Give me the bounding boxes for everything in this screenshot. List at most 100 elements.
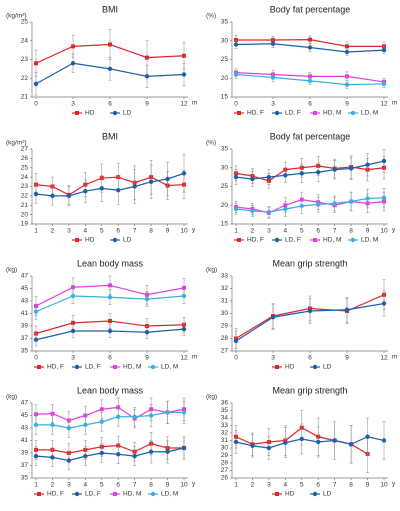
marker: [237, 238, 241, 242]
marker: [250, 443, 255, 448]
y-tick-label: 41: [21, 437, 29, 444]
marker: [237, 111, 241, 115]
marker: [316, 202, 321, 207]
legend-label: LD, M: [361, 110, 378, 117]
marker: [348, 166, 354, 171]
marker: [33, 337, 39, 342]
marker: [34, 61, 38, 66]
chart-title: Lean body mass: [77, 258, 144, 268]
marker: [165, 176, 170, 182]
y-tick-label: 15: [221, 94, 229, 101]
x-tick-label: 6: [308, 355, 312, 362]
chart-title: BMI: [102, 4, 118, 14]
y-axis-label: (kg): [6, 267, 17, 274]
x-axis-label: y: [392, 481, 396, 488]
marker: [99, 450, 104, 456]
y-tick-label: 30: [221, 445, 229, 452]
marker: [250, 208, 255, 214]
marker: [274, 237, 280, 243]
marker: [266, 174, 272, 180]
y-tick-label: 32: [221, 285, 229, 292]
marker: [344, 307, 350, 312]
marker: [344, 49, 350, 55]
marker: [233, 439, 239, 445]
y-tick-label: 33: [221, 422, 229, 429]
y-tick-label: 24: [21, 174, 29, 181]
marker: [345, 74, 349, 79]
marker: [99, 186, 104, 191]
x-axis-label: y: [392, 227, 396, 234]
marker: [70, 61, 76, 66]
legend-label: HD, F: [47, 491, 64, 498]
x-tick-label: 5: [300, 228, 304, 235]
y-tick-label: 26: [221, 475, 229, 482]
marker: [50, 422, 55, 428]
y-tick-label: 26: [21, 155, 29, 162]
marker: [233, 174, 239, 180]
y-tick-label: 39: [21, 450, 29, 457]
marker: [34, 412, 38, 417]
y-tick-label: 36: [221, 400, 229, 407]
legend-label: HD, F: [247, 237, 264, 244]
marker: [365, 196, 370, 201]
marker: [75, 111, 79, 115]
marker: [345, 44, 349, 49]
x-tick-label: 10: [380, 482, 388, 489]
marker: [132, 414, 137, 419]
y-tick-label: 27: [221, 348, 229, 355]
marker: [274, 110, 280, 116]
y-tick-label: 25: [221, 56, 229, 63]
legend-label: HD, F: [247, 110, 264, 117]
x-tick-label: 10: [180, 482, 188, 489]
marker: [99, 407, 104, 412]
marker: [113, 365, 117, 369]
x-tick-label: 3: [267, 482, 271, 489]
x-tick-label: 2: [51, 482, 55, 489]
y-tick-label: 28: [221, 460, 229, 467]
y-tick-label: 29: [221, 323, 229, 330]
marker: [148, 179, 154, 185]
x-tick-label: 2: [51, 228, 55, 235]
y-tick-label: 43: [21, 425, 29, 432]
marker: [348, 442, 354, 447]
marker: [148, 449, 154, 454]
x-tick-label: 4: [284, 482, 288, 489]
x-tick-label: 3: [71, 101, 75, 108]
y-tick-label: 15: [221, 221, 229, 228]
x-tick-label: 6: [116, 482, 120, 489]
y-axis-label: (kg/m²): [6, 140, 27, 147]
series-line: [35, 447, 185, 462]
legend-label: LD, F: [285, 110, 301, 117]
marker: [350, 110, 356, 116]
x-tick-label: 9: [166, 228, 170, 235]
x-tick-label: 5: [100, 228, 104, 235]
x-tick-label: 3: [271, 101, 275, 108]
marker: [308, 74, 312, 79]
y-tick-label: 20: [21, 211, 29, 218]
chart-title: Body fat percentage: [270, 4, 351, 14]
marker: [266, 209, 272, 215]
marker: [307, 78, 313, 84]
y-tick-label: 31: [221, 437, 229, 444]
series-line: [35, 406, 185, 422]
x-tick-label: 3: [267, 228, 271, 235]
y-axis-label: (kg/m²): [6, 13, 27, 20]
x-tick-label: 3: [271, 355, 275, 362]
marker: [299, 171, 304, 176]
marker: [70, 328, 76, 334]
marker: [316, 170, 321, 175]
x-tick-label: 7: [333, 228, 337, 235]
y-tick-label: 37: [21, 335, 29, 342]
legend-label: LD, M: [161, 364, 178, 371]
y-tick-label: 30: [221, 310, 229, 317]
y-tick-label: 35: [21, 475, 29, 482]
y-tick-label: 41: [21, 310, 29, 317]
x-tick-label: 10: [380, 228, 388, 235]
x-tick-label: 9: [345, 355, 349, 362]
marker: [83, 188, 88, 194]
x-tick-label: 9: [366, 228, 370, 235]
x-tick-label: 5: [100, 482, 104, 489]
marker: [250, 176, 255, 182]
marker: [107, 295, 113, 300]
